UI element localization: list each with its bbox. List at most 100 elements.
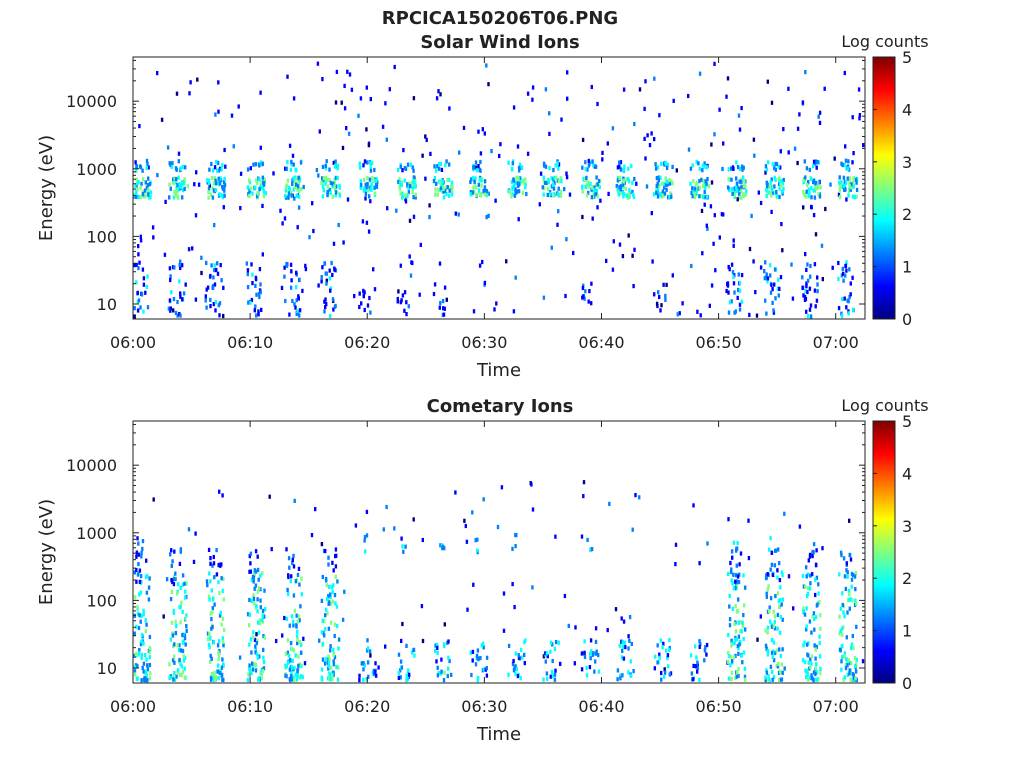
cometary-ion-cell: [842, 677, 845, 682]
cometary-ion-cell: [776, 626, 779, 631]
cometary-ion-cell: [542, 677, 545, 682]
cometary-ion-cell: [290, 614, 294, 619]
cometary-ion-cell: [845, 657, 848, 662]
low-energy-cell: [816, 289, 819, 294]
background-count: [653, 76, 656, 81]
cometary-ion-cell: [809, 657, 812, 662]
proton-beam-cell: [553, 181, 556, 186]
background-count: [142, 282, 146, 287]
cometary-ion-cell: [811, 549, 815, 554]
cometary-ion-cell: [405, 673, 408, 679]
cometary-ion-cell: [818, 654, 822, 659]
cometary-ion-cell: [144, 575, 148, 580]
background-count: [499, 142, 502, 147]
cometary-ion-cell: [802, 643, 805, 648]
proton-beam-cell: [258, 186, 261, 192]
low-energy-cell: [168, 298, 172, 303]
alpha-band-cell: [261, 162, 264, 167]
proton-beam-cell: [480, 183, 483, 188]
colorbar-tick-label: 4: [902, 464, 912, 483]
low-energy-cell: [804, 289, 807, 294]
proton-beam-cell: [853, 195, 857, 200]
proton-beam-cell: [480, 193, 483, 198]
proton-beam-cell: [517, 189, 521, 194]
low-energy-cell: [660, 303, 663, 308]
proton-beam-cell: [819, 185, 822, 190]
low-energy-cell: [769, 273, 772, 278]
cometary-ion-cell: [327, 664, 331, 669]
cometary-ion-cell: [263, 614, 266, 619]
cometary-ion-cell: [589, 651, 592, 656]
background-count: [565, 175, 569, 180]
background-count: [720, 212, 724, 217]
low-energy-cell: [321, 265, 324, 270]
cometary-ion-cell: [769, 664, 773, 669]
cometary-ion-cell: [290, 669, 293, 674]
cometary-ion-cell: [209, 561, 212, 566]
proton-beam-cell: [695, 182, 698, 187]
cometary-ion-cell: [734, 653, 737, 658]
cometary-ion-cell: [781, 670, 784, 675]
cometary-ion-cell: [434, 648, 437, 653]
proton-beam-cell: [364, 191, 368, 197]
low-energy-cell: [209, 273, 212, 279]
proton-beam-cell: [296, 187, 299, 192]
cometary-ion-cell: [375, 673, 378, 678]
alpha-band-cell: [370, 160, 374, 165]
proton-beam-cell: [145, 185, 149, 190]
cometary-ion-cell: [247, 672, 250, 677]
background-count: [645, 184, 649, 189]
cometary-ion-cell: [744, 677, 747, 682]
cometary-ion-cell: [690, 671, 694, 676]
low-energy-cell: [399, 300, 402, 305]
cometary-ion-cell: [838, 572, 841, 577]
alpha-band-cell: [587, 158, 590, 163]
proton-beam-cell: [516, 189, 519, 194]
background-count: [779, 149, 782, 154]
background-count: [752, 137, 756, 142]
cometary-ion-cell: [173, 660, 176, 665]
low-energy-cell: [664, 297, 667, 302]
background-count: [766, 79, 769, 84]
cometary-ion-cell: [739, 551, 743, 556]
background-count: [341, 145, 345, 150]
cometary-ion-cell: [779, 677, 783, 682]
low-energy-cell: [369, 310, 372, 315]
alpha-band-cell: [249, 166, 252, 171]
cometary-ion-cell: [730, 567, 733, 572]
cometary-ion-cell: [854, 663, 857, 669]
proton-beam-cell: [843, 183, 846, 188]
cometary-ion-cell: [142, 641, 145, 646]
low-energy-cell: [205, 260, 208, 265]
proton-beam-cell: [183, 177, 186, 182]
cometary-ion-cell: [775, 648, 778, 653]
alpha-band-cell: [399, 164, 402, 169]
proton-beam-cell: [818, 194, 822, 199]
alpha-band-cell: [619, 160, 623, 165]
cometary-ion-cell: [172, 577, 176, 582]
background-count: [347, 131, 351, 136]
cometary-ion-cell: [696, 660, 699, 665]
cometary-ion-cell: [298, 582, 301, 587]
cometary-ion-cell: [148, 662, 152, 668]
cometary-ion-cell: [149, 671, 152, 676]
background-count: [627, 233, 630, 238]
proton-beam-cell: [218, 181, 222, 186]
proton-beam-cell: [137, 194, 140, 199]
alpha-band-cell: [333, 163, 337, 168]
proton-beam-cell: [251, 191, 254, 196]
alpha-band-cell: [211, 168, 215, 173]
alpha-band-cell: [290, 159, 293, 164]
cometary-ion-cell: [471, 658, 474, 663]
low-energy-cell: [257, 312, 260, 317]
low-energy-cell: [251, 281, 254, 286]
figure-title: RPCICA150206T06.PNG: [382, 8, 618, 29]
low-energy-cell: [173, 265, 176, 270]
cometary-ion-cell: [849, 646, 853, 651]
cometary-ion-cell: [185, 613, 188, 618]
cometary-ion-cell: [477, 675, 480, 681]
cometary-ion-cell: [173, 549, 176, 554]
proton-beam-cell: [362, 177, 366, 182]
proton-beam-cell: [447, 177, 451, 182]
low-energy-cell: [763, 269, 766, 274]
